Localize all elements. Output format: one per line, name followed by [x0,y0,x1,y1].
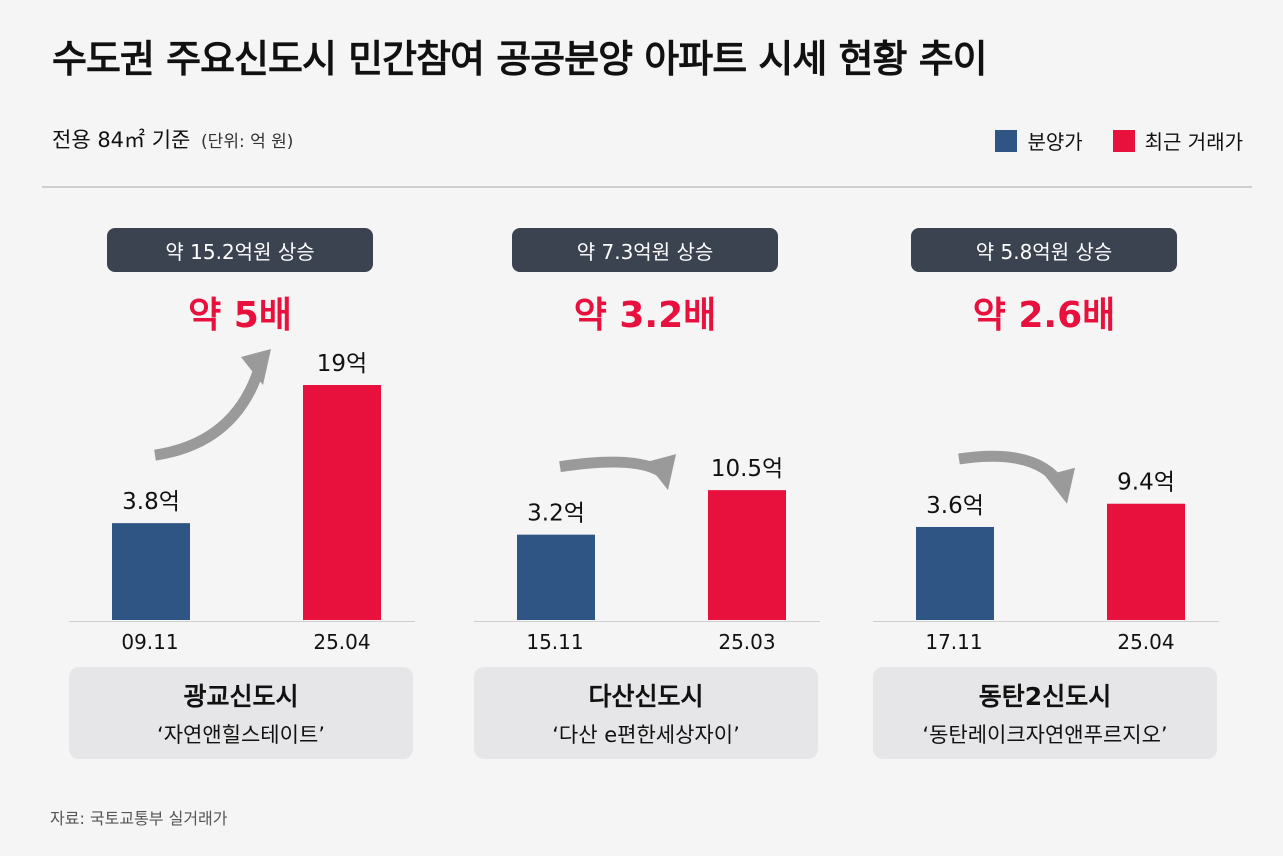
bar-recent-price [1107,503,1185,620]
city-name: 다산신도시 [588,682,704,711]
growth-arrow-head [1045,467,1075,504]
bar-chart: 3.2억 10.5억 [517,454,786,620]
bar-chart: 3.8억 19억 [112,349,381,620]
legend-label-recent-price: 최근 거래가 [1144,130,1243,154]
growth-arrow-shaft [958,450,1068,491]
multiple-label: 약 3.2배 [573,295,717,336]
complex-name: ‘동탄레이크자연앤푸르지오’ [922,723,1168,747]
x-tick-label-recent-date: 25.04 [313,630,371,654]
bar-chart: 3.6억 9.4억 [916,450,1185,620]
increase-badge: 약 5.8억원 상승 [911,228,1177,272]
area-basis: 전용 84㎡ 기준 [52,128,191,152]
unit-note: (단위: 억 원) [201,132,294,152]
legend-item-sale-price: 분양가 [995,126,1083,155]
panel-dasan: 약 7.3억원 상승 약 3.2배 3.2억 10.5억 15.11 25.03 … [472,190,832,770]
complex-name: ‘자연앤힐스테이트’ [157,723,325,747]
bar-sale-price [916,526,994,620]
value-label: 10.5억 [711,456,783,482]
value-label: 19억 [317,351,367,377]
growth-arrow-shaft [154,367,265,461]
value-label: 3.2억 [527,501,585,527]
complex-name-box: 다산신도시 ‘다산 e편한세상자이’ [474,667,818,759]
x-tick-label-sale-date: 17.11 [925,630,983,654]
x-tick-label-recent-date: 25.04 [1117,630,1175,654]
legend-swatch-sale-price [995,129,1018,152]
complex-name-box: 동탄2신도시 ‘동탄레이크자연앤푸르지오’ [873,667,1217,759]
city-name: 동탄2신도시 [978,682,1112,711]
bar-sale-price [112,523,190,620]
legend-swatch-recent-price [1112,129,1135,152]
bar-recent-price [303,385,381,620]
legend-label-sale-price: 분양가 [1027,130,1083,154]
bar-sale-price [517,534,595,620]
legend: 분양가 최근 거래가 [995,126,1243,155]
growth-arrow-head [646,454,676,491]
panel-gwanggyo: 약 15.2억원 상승 약 5배 3.8억 19억 09.11 25.04 광교신… [67,190,427,770]
legend-item-recent-price: 최근 거래가 [1112,126,1243,155]
city-name: 광교신도시 [183,682,299,711]
x-tick-label-sale-date: 15.11 [526,630,584,654]
baseline [69,621,415,622]
value-label: 9.4억 [1117,470,1175,496]
increase-badge: 약 7.3억원 상승 [512,228,778,272]
header-divider [42,186,1252,188]
panel-dongtan2: 약 5.8억원 상승 약 2.6배 3.6억 9.4억 17.11 25.04 동… [871,190,1231,770]
baseline [873,621,1219,622]
value-label: 3.8억 [122,489,180,515]
baseline [474,621,820,622]
bar-recent-price [708,490,786,620]
source-note: 자료: 국토교통부 실거래가 [50,809,228,828]
increase-badge: 약 15.2억원 상승 [107,228,373,272]
multiple-label: 약 2.6배 [972,295,1116,336]
value-label: 3.6억 [926,493,984,519]
growth-arrow-head [241,349,271,385]
chart-title: 수도권 주요신도시 민간참여 공공분양 아파트 시세 현황 추이 [52,37,988,81]
chart-subtitle: 전용 84㎡ 기준 (단위: 억 원) [52,124,293,154]
complex-name-box: 광교신도시 ‘자연앤힐스테이트’ [69,667,413,759]
x-tick-label-sale-date: 09.11 [121,630,179,654]
multiple-label: 약 5배 [188,295,292,336]
complex-name: ‘다산 e편한세상자이’ [552,723,740,747]
x-tick-label-recent-date: 25.03 [718,630,776,654]
